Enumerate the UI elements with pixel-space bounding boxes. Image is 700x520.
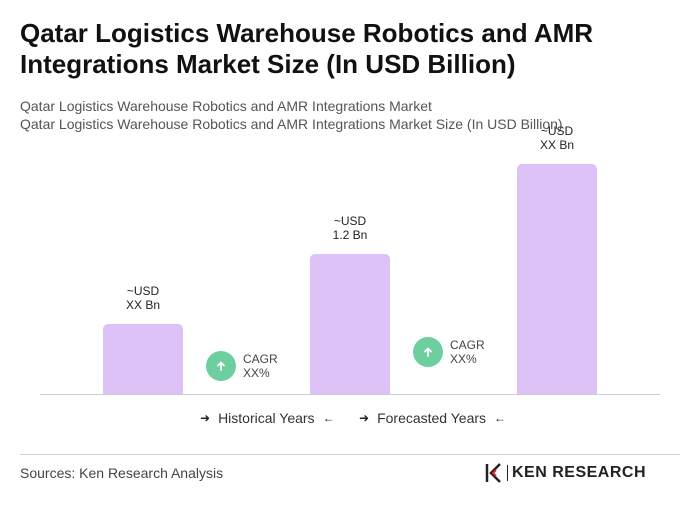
cagr-arrow-up-icon	[206, 351, 236, 381]
arrow-left-icon: ←	[322, 411, 335, 425]
legend-historical-label: Historical Years	[218, 410, 315, 426]
ken-research-logo: KEN RESEARCH	[485, 463, 646, 483]
arrow-right-icon: ➜	[200, 411, 211, 425]
chart-bar	[103, 324, 183, 394]
sources-note: Sources: Ken Research Analysis	[20, 465, 224, 481]
bar-value-label: ~USD XX Bn	[539, 124, 575, 152]
chart-bar	[517, 164, 597, 394]
x-axis-baseline	[40, 394, 660, 395]
legend-forecasted: ➜ Forecasted Years ←	[359, 410, 506, 426]
bar-value-label: ~USD XX Bn	[125, 284, 161, 312]
arrow-right-icon: ➜	[359, 411, 370, 425]
chart-bar	[310, 254, 390, 394]
bar-value-label: ~USD 1.2 Bn	[332, 214, 368, 242]
cagr-arrow-up-icon	[413, 337, 443, 367]
logo-mark-icon	[485, 463, 501, 483]
logo-separator	[507, 465, 508, 481]
footer-divider	[20, 454, 680, 455]
chart-subtitle-secondary: Qatar Logistics Warehouse Robotics and A…	[20, 116, 563, 132]
chart-title: Qatar Logistics Warehouse Robotics and A…	[20, 18, 594, 79]
arrow-left-icon: ←	[494, 411, 507, 425]
legend-historical: ➜ Historical Years ←	[200, 410, 335, 426]
cagr-label: CAGR XX%	[243, 352, 278, 380]
legend-forecasted-label: Forecasted Years	[377, 410, 487, 426]
logo-text: KEN RESEARCH	[512, 464, 647, 481]
cagr-label: CAGR XX%	[450, 338, 485, 366]
chart-subtitle: Qatar Logistics Warehouse Robotics and A…	[20, 98, 432, 114]
